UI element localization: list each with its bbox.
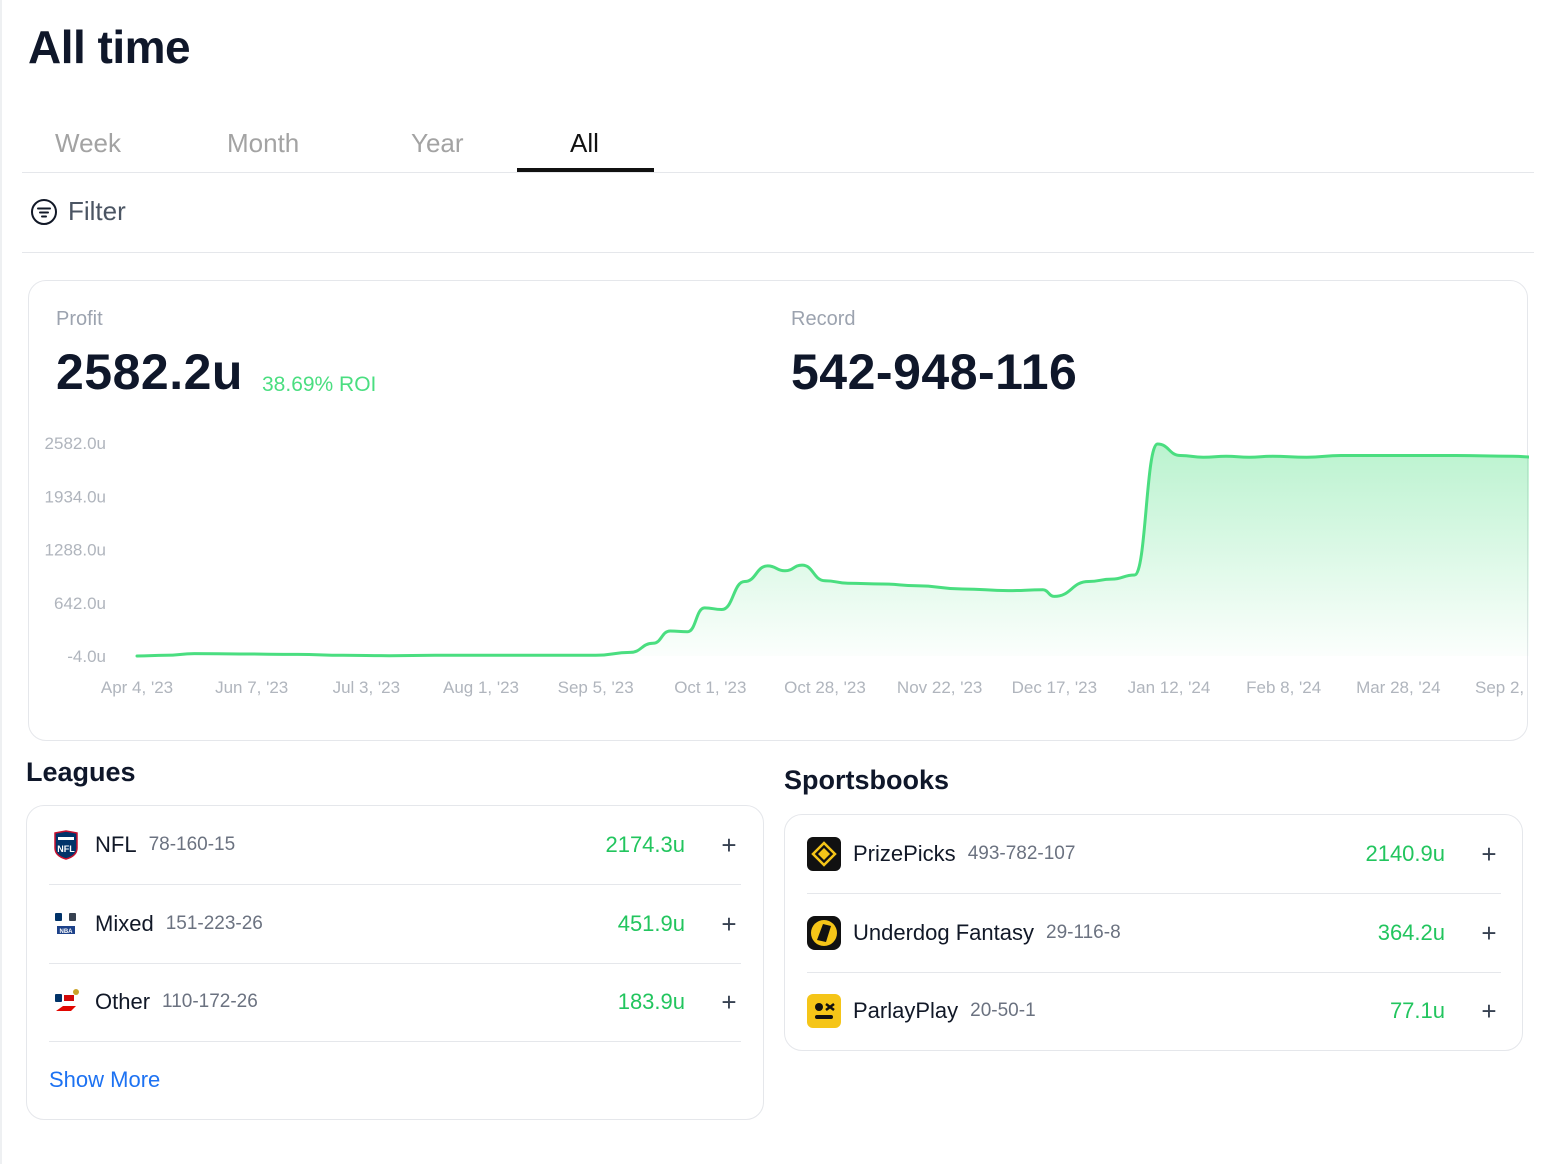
row-divider <box>807 972 1501 973</box>
sportsbook-profit: 2140.9u <box>1365 841 1445 866</box>
league-record: 110-172-26 <box>162 991 258 1012</box>
expand-plus-icon[interactable]: + <box>721 829 737 860</box>
x-tick-label: Jan 12, '24 <box>1128 678 1211 697</box>
tab-week[interactable]: Week <box>55 128 121 158</box>
profit-label: Profit <box>56 308 103 330</box>
time-range-tabs: Week Month Year All <box>22 120 1534 173</box>
svg-text:NBA: NBA <box>60 929 74 935</box>
stats-card: Profit 2582.2u 38.69% ROI Record 542-948… <box>28 280 1529 741</box>
tab-month[interactable]: Month <box>227 128 300 158</box>
x-tick-label: Oct 28, '23 <box>784 678 866 697</box>
x-tick-label: Mar 28, '24 <box>1356 678 1441 697</box>
y-tick-label: 2582.0u <box>45 434 106 453</box>
expand-plus-icon[interactable]: + <box>1481 995 1497 1026</box>
x-tick-label: Dec 17, '23 <box>1012 678 1097 697</box>
page-title: All time <box>28 21 191 73</box>
x-tick-label: Feb 8, '24 <box>1246 678 1321 697</box>
show-more-link[interactable]: Show More <box>49 1067 161 1092</box>
league-name: Mixed <box>95 911 154 936</box>
expand-plus-icon[interactable]: + <box>1481 917 1497 948</box>
league-row-nfl[interactable]: NFL NFL 78-160-15 2174.3u + <box>49 806 741 884</box>
expand-plus-icon[interactable]: + <box>721 986 737 1017</box>
expand-plus-icon[interactable]: + <box>721 908 737 939</box>
sportsbook-row-underdog[interactable]: Underdog Fantasy 29-116-8 364.2u + <box>807 894 1501 972</box>
filter-button[interactable]: Filter <box>30 196 126 227</box>
sportsbook-row-prizepicks[interactable]: PrizePicks 493-782-107 2140.9u + <box>807 815 1501 893</box>
league-profit: 451.9u <box>617 911 685 936</box>
underdog-logo-icon <box>807 916 841 950</box>
x-tick-label: Aug 1, '23 <box>443 678 519 697</box>
league-name: NFL <box>95 832 137 857</box>
y-tick-label: -4.0u <box>67 647 106 666</box>
sportsbooks-title: Sportsbooks <box>784 765 950 795</box>
tab-year[interactable]: Year <box>411 128 464 158</box>
sportsbooks-card: PrizePicks 493-782-107 2140.9u + Underdo… <box>784 814 1523 1051</box>
filter-label: Filter <box>68 196 126 226</box>
leagues-title: Leagues <box>26 757 136 787</box>
x-tick-label: Sep 2, '24 <box>1475 678 1529 697</box>
parlayplay-logo-icon <box>807 994 841 1028</box>
y-tick-label: 642.0u <box>54 594 106 613</box>
x-tick-label: Jul 3, '23 <box>333 678 401 697</box>
sportsbook-profit: 364.2u <box>1377 920 1445 945</box>
svg-text:NFL: NFL <box>57 844 75 854</box>
league-name: Other <box>95 989 151 1014</box>
sportsbook-record: 493-782-107 <box>967 843 1076 864</box>
chart-area-fill <box>137 444 1529 656</box>
sportsbook-record: 20-50-1 <box>970 1000 1036 1021</box>
y-tick-label: 1934.0u <box>45 487 106 506</box>
profit-chart: 2582.0u 1934.0u 1288.0u 642.0u -4.0u Apr 4, … <box>45 434 1529 697</box>
sportsbook-name: Underdog Fantasy <box>853 920 1034 945</box>
league-record: 78-160-15 <box>148 834 236 855</box>
profit-value: 2582.2u <box>56 344 243 400</box>
league-profit: 183.9u <box>617 989 685 1014</box>
record-label: Record <box>791 308 856 330</box>
chart-series-line <box>135 442 1529 658</box>
left-border <box>0 0 2 1164</box>
sportsbook-name: PrizePicks <box>853 841 956 866</box>
sportsbook-profit: 77.1u <box>1389 998 1445 1023</box>
row-divider <box>49 884 741 885</box>
mixed-leagues-logo-icon: NBA <box>49 907 83 941</box>
league-row-other[interactable]: Other 110-172-26 183.9u + <box>49 963 741 1041</box>
other-leagues-logo-icon <box>49 985 83 1019</box>
x-tick-label: Jun 7, '23 <box>215 678 288 697</box>
x-tick-label: Oct 1, '23 <box>674 678 746 697</box>
expand-plus-icon[interactable]: + <box>1481 838 1497 869</box>
row-divider <box>49 1041 741 1042</box>
sportsbook-name: ParlayPlay <box>853 998 959 1023</box>
filter-icon <box>31 198 57 225</box>
y-tick-label: 1288.0u <box>45 541 106 560</box>
x-tick-label: Apr 4, '23 <box>101 678 173 697</box>
row-divider <box>49 963 741 964</box>
roi-value: 38.69% ROI <box>262 373 377 396</box>
leagues-card: NFL NFL 78-160-15 2174.3u + NBA Mixed 15… <box>26 805 764 1120</box>
league-record: 151-223-26 <box>165 913 263 934</box>
tab-all[interactable]: All <box>570 128 599 158</box>
active-tab-indicator <box>517 168 654 172</box>
sportsbook-record: 29-116-8 <box>1046 922 1121 943</box>
sportsbook-row-parlayplay[interactable]: ParlayPlay 20-50-1 77.1u + <box>807 972 1501 1050</box>
league-profit: 2174.3u <box>605 832 685 857</box>
record-value: 542-948-116 <box>791 344 1078 400</box>
nfl-logo-icon: NFL <box>49 828 83 862</box>
x-tick-label: Nov 22, '23 <box>897 678 982 697</box>
row-divider <box>807 893 1501 894</box>
x-tick-label: Sep 5, '23 <box>558 678 634 697</box>
divider <box>22 252 1534 253</box>
prizepicks-logo-icon <box>807 837 841 871</box>
league-row-mixed[interactable]: NBA Mixed 151-223-26 451.9u + <box>49 885 741 963</box>
